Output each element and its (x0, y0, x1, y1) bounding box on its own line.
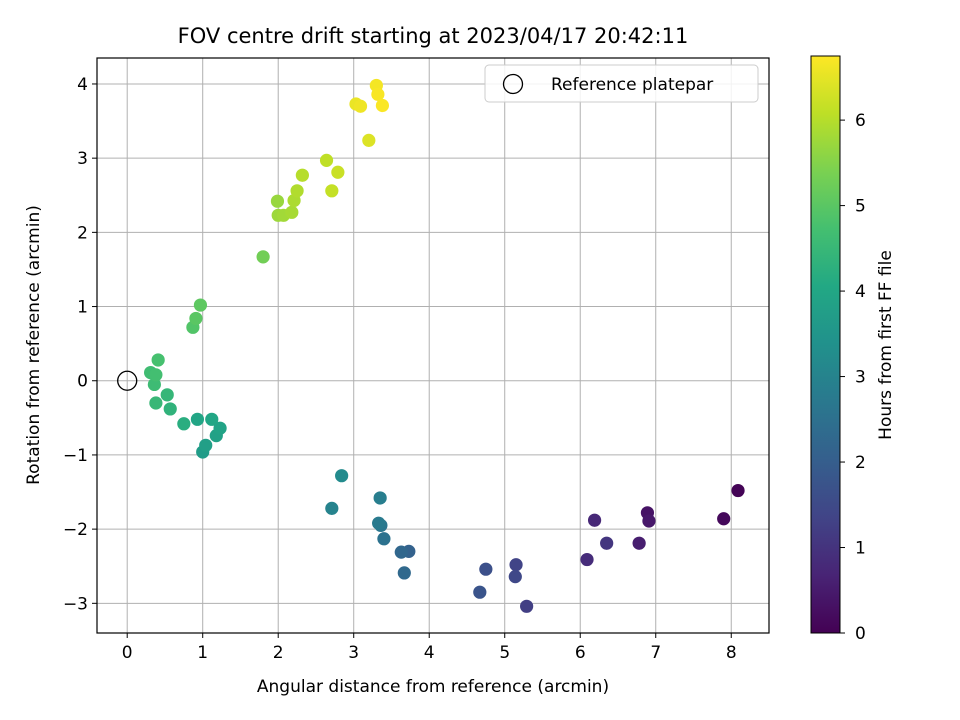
legend-marker-reference (502, 73, 524, 95)
x-tick-label: 4 (424, 643, 435, 663)
data-point (149, 368, 163, 382)
data-point (177, 417, 191, 431)
data-point (375, 98, 390, 113)
x-tick-label: 1 (197, 643, 208, 663)
data-point (319, 153, 334, 167)
data-point (190, 412, 205, 426)
data-point (600, 536, 614, 550)
x-tick-label: 7 (650, 643, 661, 663)
reference-platepar-marker (117, 370, 138, 391)
data-point (290, 184, 304, 198)
colorbar-tick-label: 3 (855, 368, 866, 388)
data-point (717, 512, 731, 526)
colorbar-ticks: 0 1 2 3 4 5 6 (840, 111, 866, 644)
data-point (149, 396, 163, 410)
data-point (397, 566, 411, 580)
data-point (193, 298, 208, 312)
data-point (373, 491, 387, 505)
data-point (325, 501, 339, 515)
data-point (632, 536, 646, 550)
scatter-points (117, 78, 745, 613)
colorbar-tick-label: 4 (855, 282, 866, 302)
y-tick-label: 4 (77, 75, 88, 95)
y-tick-label: −3 (63, 594, 88, 614)
x-tick-label: 2 (273, 643, 284, 663)
data-point (394, 545, 408, 559)
data-point (377, 532, 391, 546)
data-point (372, 516, 386, 530)
legend: Reference platepar (484, 64, 759, 103)
y-tick-label: 2 (77, 223, 88, 243)
chart-title: FOV centre drift starting at 2023/04/17 … (178, 24, 689, 48)
y-axis-label: Rotation from reference (arcmin) (24, 205, 44, 485)
data-point (205, 412, 219, 426)
data-point (362, 133, 376, 147)
data-point (509, 558, 523, 572)
data-point (520, 599, 534, 613)
data-point (335, 469, 349, 483)
data-point (731, 483, 745, 498)
x-tick-label: 5 (499, 643, 510, 663)
data-point (199, 438, 213, 452)
data-point (642, 514, 656, 528)
plot-frame (96, 57, 770, 634)
data-point (163, 402, 177, 416)
data-point (371, 87, 385, 101)
x-tick-label: 3 (348, 643, 359, 663)
colorbar-gradient (810, 55, 841, 634)
x-tick-label: 6 (575, 643, 586, 663)
data-point (213, 421, 227, 435)
data-point (325, 184, 339, 198)
colorbar-tick-label: 5 (855, 197, 866, 217)
legend-label-reference: Reference platepar (551, 75, 713, 95)
data-point (587, 513, 602, 527)
data-point (331, 165, 345, 179)
y-tick-label: −1 (63, 446, 88, 466)
data-point (295, 168, 309, 182)
data-point (285, 205, 299, 219)
colorbar-label: Hours from first FF file (876, 250, 896, 440)
x-axis-label: Angular distance from reference (arcmin) (257, 677, 609, 697)
x-tick-label: 8 (726, 643, 737, 663)
data-point (353, 99, 368, 113)
data-point (473, 585, 487, 599)
y-tick-label: 0 (77, 372, 88, 392)
colorbar: 0 1 2 3 4 5 6 Hours from first FF file (810, 55, 896, 644)
colorbar-tick-label: 1 (855, 539, 866, 559)
colorbar-tick-label: 2 (855, 453, 866, 473)
data-point (580, 552, 594, 567)
x-axis-ticks: 0 1 2 3 4 5 6 7 8 (122, 633, 737, 663)
y-tick-label: 1 (77, 298, 88, 318)
data-point (479, 562, 493, 576)
data-point (151, 353, 165, 367)
data-point (508, 570, 522, 584)
y-tick-label: −2 (63, 520, 88, 540)
data-point (270, 194, 285, 208)
y-tick-label: 3 (77, 149, 88, 169)
data-point (160, 388, 174, 402)
data-point (256, 250, 270, 264)
x-tick-label: 0 (122, 643, 133, 663)
grid (97, 58, 769, 633)
colorbar-tick-label: 6 (855, 111, 866, 131)
data-point (189, 311, 203, 326)
colorbar-tick-label: 0 (855, 624, 866, 644)
legend-box (484, 64, 759, 103)
y-axis-ticks: −3 −2 −1 0 1 2 3 4 (63, 75, 97, 614)
